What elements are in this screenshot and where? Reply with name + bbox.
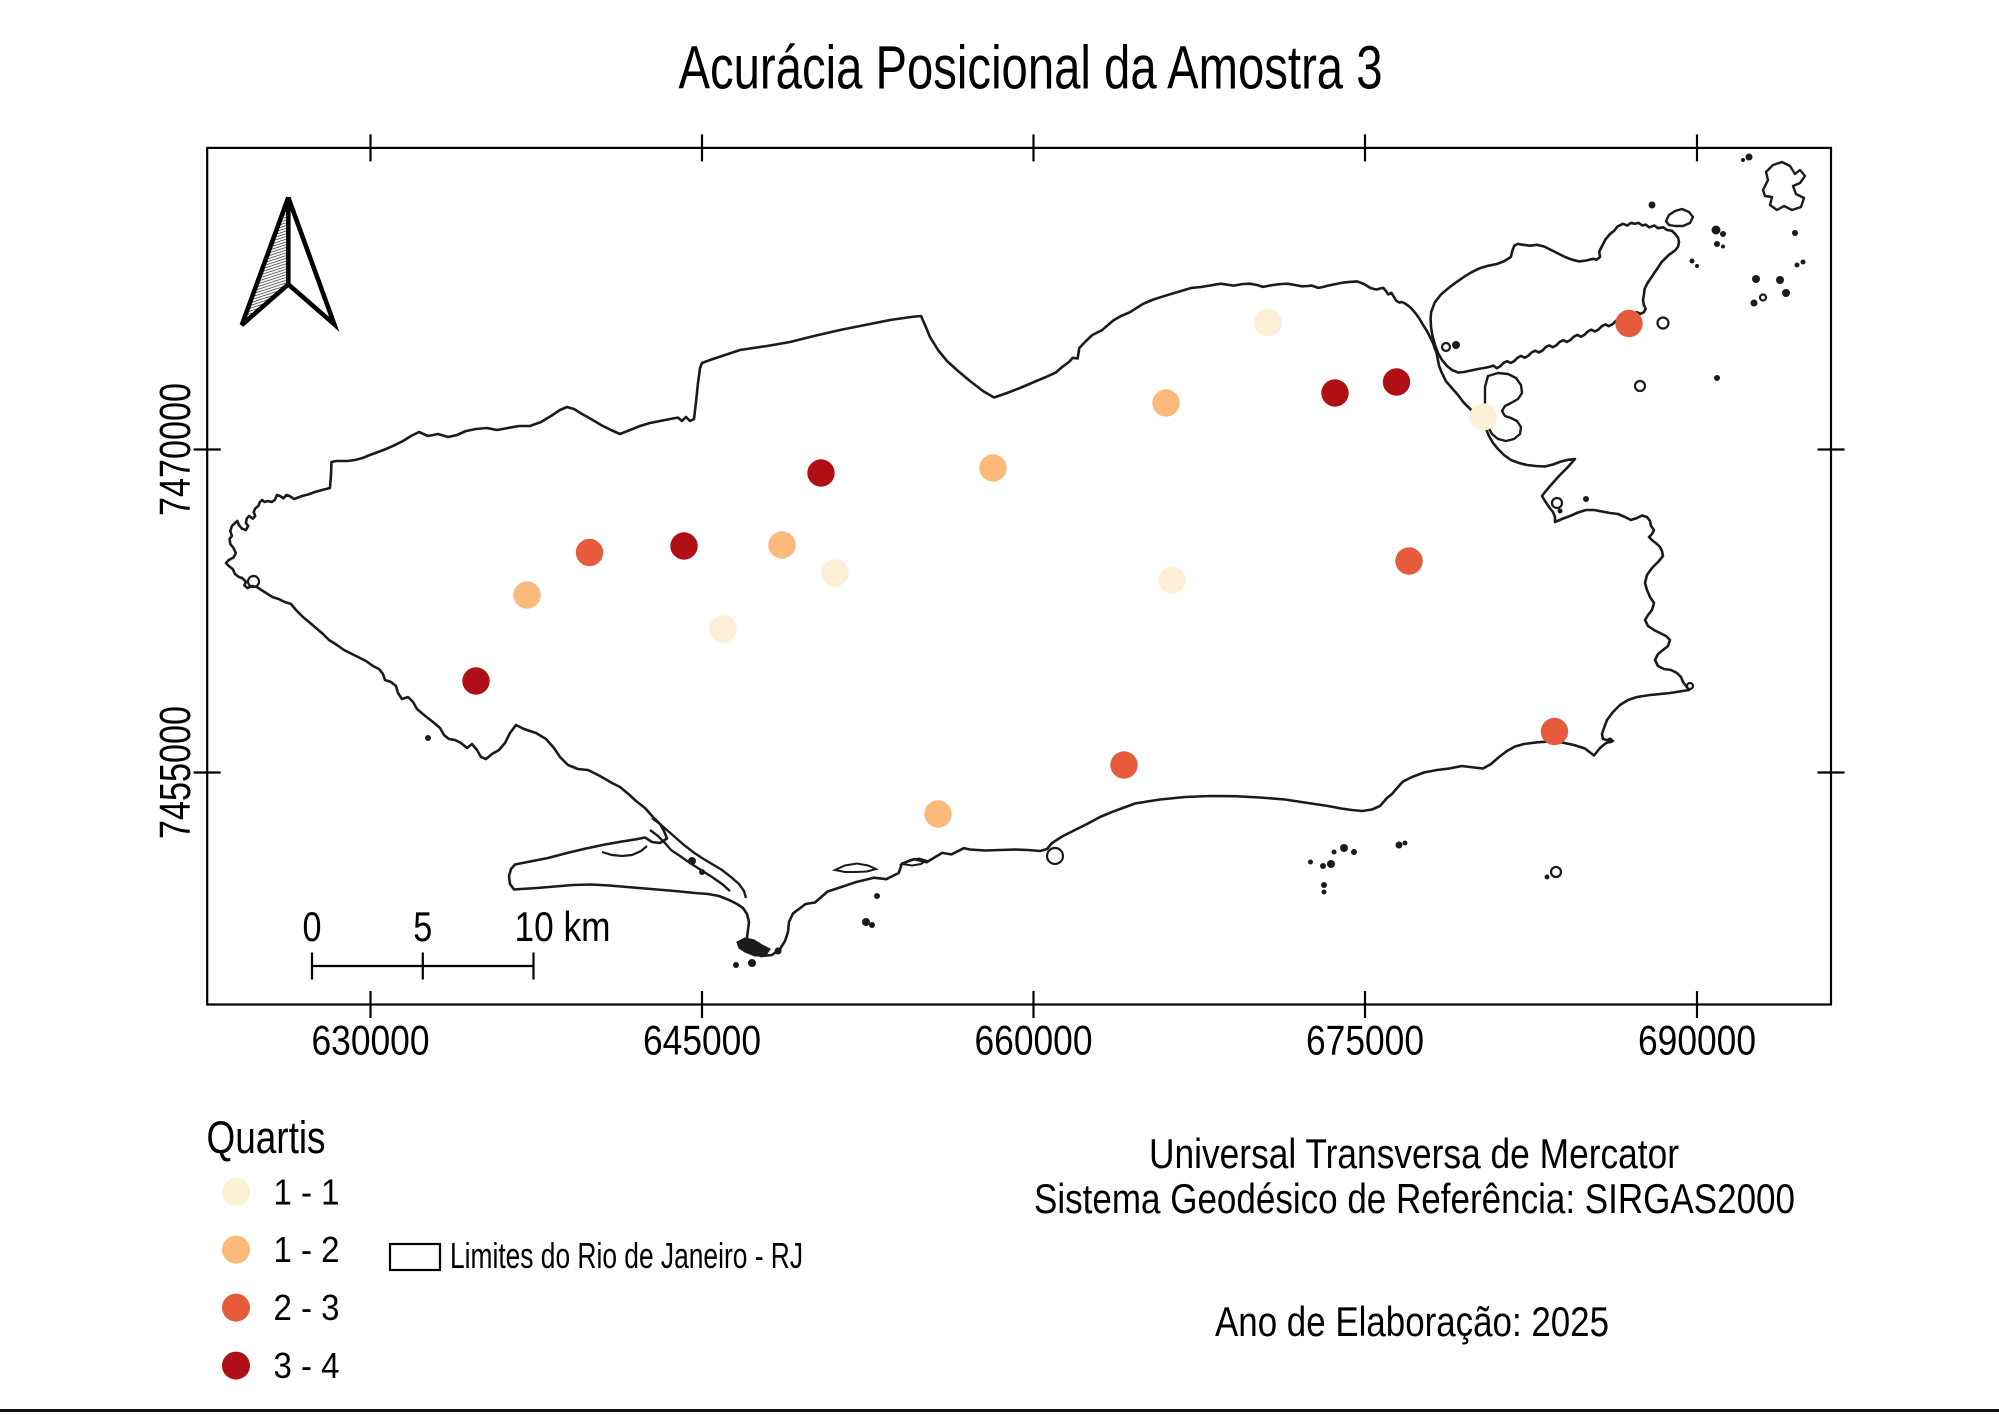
svg-text:1 - 2: 1 - 2 [274,1229,340,1270]
svg-text:0: 0 [303,903,322,950]
svg-text:Universal Transversa de Mercat: Universal Transversa de Mercator [1149,1130,1679,1177]
svg-text:10 km: 10 km [515,903,611,950]
svg-text:630000: 630000 [312,1017,430,1064]
svg-text:Sistema Geodésico de Referênci: Sistema Geodésico de Referência: SIRGAS2… [1034,1175,1795,1222]
svg-text:675000: 675000 [1306,1017,1424,1064]
svg-text:2 - 3: 2 - 3 [274,1287,340,1328]
svg-text:690000: 690000 [1638,1017,1756,1064]
svg-text:3 - 4: 3 - 4 [274,1345,340,1386]
svg-text:645000: 645000 [643,1017,761,1064]
svg-text:Ano de Elaboração: 2025: Ano de Elaboração: 2025 [1215,1298,1609,1345]
svg-text:7455000: 7455000 [151,706,200,839]
svg-text:1 - 1: 1 - 1 [274,1171,340,1212]
svg-text:660000: 660000 [975,1017,1093,1064]
svg-text:5: 5 [413,903,432,950]
svg-text:Acurácia Posicional da Amostra: Acurácia Posicional da Amostra 3 [679,34,1383,102]
svg-text:Limites do Rio de Janeiro - RJ: Limites do Rio de Janeiro - RJ [450,1235,803,1276]
svg-text:Quartis: Quartis [207,1112,326,1163]
svg-text:7470000: 7470000 [151,383,200,516]
